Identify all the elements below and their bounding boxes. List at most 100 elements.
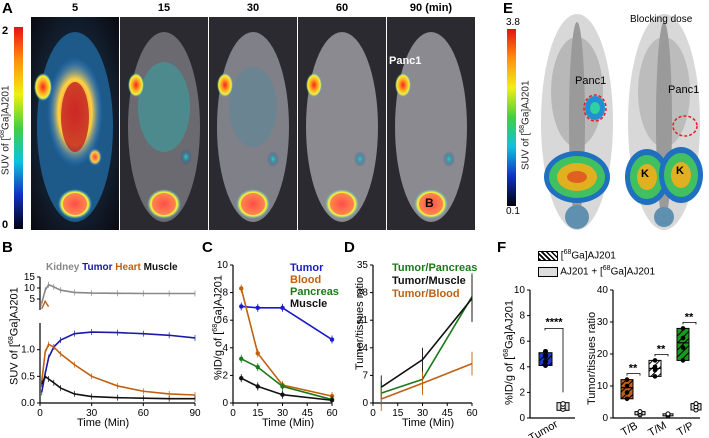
b-line-heart [40,343,196,396]
pet-image-60min [298,17,386,230]
panel-e-label: E [503,0,514,17]
legend-muscle: Muscle [143,262,178,273]
pet-image-e-baseline [533,12,621,230]
f-right-ytick-label: 0 [602,413,608,424]
panel-a-panc1-annotation: Panc1 [389,55,422,67]
f-right-sig-bracket-1 [654,354,669,357]
colorbar-a [14,27,23,229]
legend-c-tumor: Tumor [290,262,324,274]
colorbar-e [507,29,516,206]
c-xtick-label: 15 [252,408,264,419]
b-upper-ytick-label: 10 [24,283,36,294]
b-lower-ytick-label: 1.0 [21,345,35,356]
c-xtick-label: 30 [277,408,289,419]
legend-c-muscle: Muscle [290,298,328,310]
panel-b-legend: Kidney Tumor Heart Muscle [46,262,178,273]
f-right-sig-label-1: ** [657,343,666,355]
legend-heart: Heart [115,262,141,273]
panel-e-panc1-right: Panc1 [668,84,700,96]
f-right-point-block-2 [693,401,699,407]
colorbar-e-max: 3.8 [506,17,520,28]
panel-f-legend-2: AJ201 + [68Ga]AJ201 [538,265,655,277]
panel-e-kidney-left: K [641,168,649,180]
b-upper-ytick-label: 5 [29,294,35,305]
c-ytick-label: 2 [222,370,228,381]
b-xtick-label: 60 [138,408,150,419]
b-line-kidney [40,283,195,304]
panel-d-legend: Tumor/Pancreas Tumor/Muscle Tumor/Blood [392,262,477,301]
panel-d-chart: 0 7 14 21 28 35 0 15 30 45 60 [357,260,478,419]
f-right-point-ga-0 [624,377,630,382]
legend-c-pancreas: Pancreas [290,286,339,298]
d-xtick-label: 60 [466,408,478,419]
d-line-tumor-blood [380,362,473,400]
f-right-sig-label-0: ** [629,363,638,375]
c-xtick-label: 45 [302,408,314,419]
f-right-point-ga-0 [624,383,630,389]
f-right-point-block-0 [637,409,643,415]
f-right-point-ga-1 [652,367,658,373]
c-line-tumor [241,305,333,341]
legend-tumor: Tumor [82,262,113,273]
legend-c-blood: Blood [290,274,322,286]
panel-c-chart: 0 2 4 6 8 10 0 15 30 45 60 [217,260,338,419]
f-right-point-block-1 [665,411,671,417]
b-line-muscle [40,375,195,400]
panel-c-xlabel: Time (Min) [262,417,315,429]
f-right-point-ga-0 [624,396,630,402]
f-left-point-ga [543,348,548,354]
f-right-box-ga-2 [676,327,690,361]
f-right-point-ga-1 [652,364,658,370]
d-ytick-label: 21 [357,315,369,326]
f-right-ytick-label: 10 [597,381,609,392]
panel-b-xlabel: Time (Min) [77,417,130,429]
legend-hatched-swatch [538,250,558,261]
c-xtick-label: 60 [326,408,338,419]
f-right-sig-bracket-0 [626,373,641,376]
f-right-point-ga-2 [680,335,686,341]
c-ytick-label: 8 [222,288,228,299]
f-left-point-ga [543,363,548,369]
b-lower-ytick-label: 0.5 [21,371,35,382]
colorbar-e-min: 0.1 [506,206,520,217]
pet-image-5min [31,17,119,230]
colorbar-a-max: 2 [2,25,9,37]
pet-image-e-blocking [621,12,707,230]
c-line-muscle [240,377,333,402]
b-upper-ytick-label: 15 [24,272,36,283]
panel-f-chart: 0 2 4 6 8 10 Tumor **** 0 10 20 30 40 ** T/B ** T/M ** T/P [514,285,702,438]
f-right-point-ga-2 [680,345,686,350]
panel-f-label: F [497,239,507,256]
c-xtick-label: 0 [230,408,236,419]
timepoint-label-15: 15 [157,2,171,14]
panel-e-blocking-title: Blocking dose [630,14,693,25]
timepoint-label-30: 30 [246,2,260,14]
f-right-point-ga-1 [652,374,658,379]
timepoint-label-5: 5 [71,2,79,14]
legend-d-blood: Tumor/Blood [392,288,460,300]
b-xtick-label: 30 [86,408,98,419]
f-left-xtick-label: Tumor [527,418,560,438]
pet-image-30min [209,17,297,230]
pet-image-15min [120,17,208,230]
f-left-ytick-label: 0 [519,413,525,424]
b-lower-ytick-label: 0.0 [21,398,35,409]
c-ytick-label: 0 [222,398,228,409]
legend-kidney: Kidney [46,262,80,273]
f-right-point-ga-2 [680,326,686,331]
colorbar-a-label: SUV of [68Ga]AJ201 [0,85,12,175]
d-ytick-label: 28 [357,288,369,299]
f-right-box-ga-0 [620,379,634,400]
f-right-ytick-label: 40 [597,285,609,296]
f-left-point-ga [543,354,548,360]
f-left-sig-bracket [544,328,564,393]
d-ytick-label: 7 [362,370,368,381]
panel-c-legend: Tumor Blood Pancreas Muscle [290,262,339,310]
panel-a-label: A [2,0,13,17]
colorbar-a-min: 0 [2,219,9,231]
f-right-ytick-label: 30 [597,317,609,328]
d-xtick-label: 15 [392,408,404,419]
f-left-ytick-label: 6 [519,336,525,347]
colorbar-e-label: SUV of [68Ga]AJ201 [519,80,532,170]
